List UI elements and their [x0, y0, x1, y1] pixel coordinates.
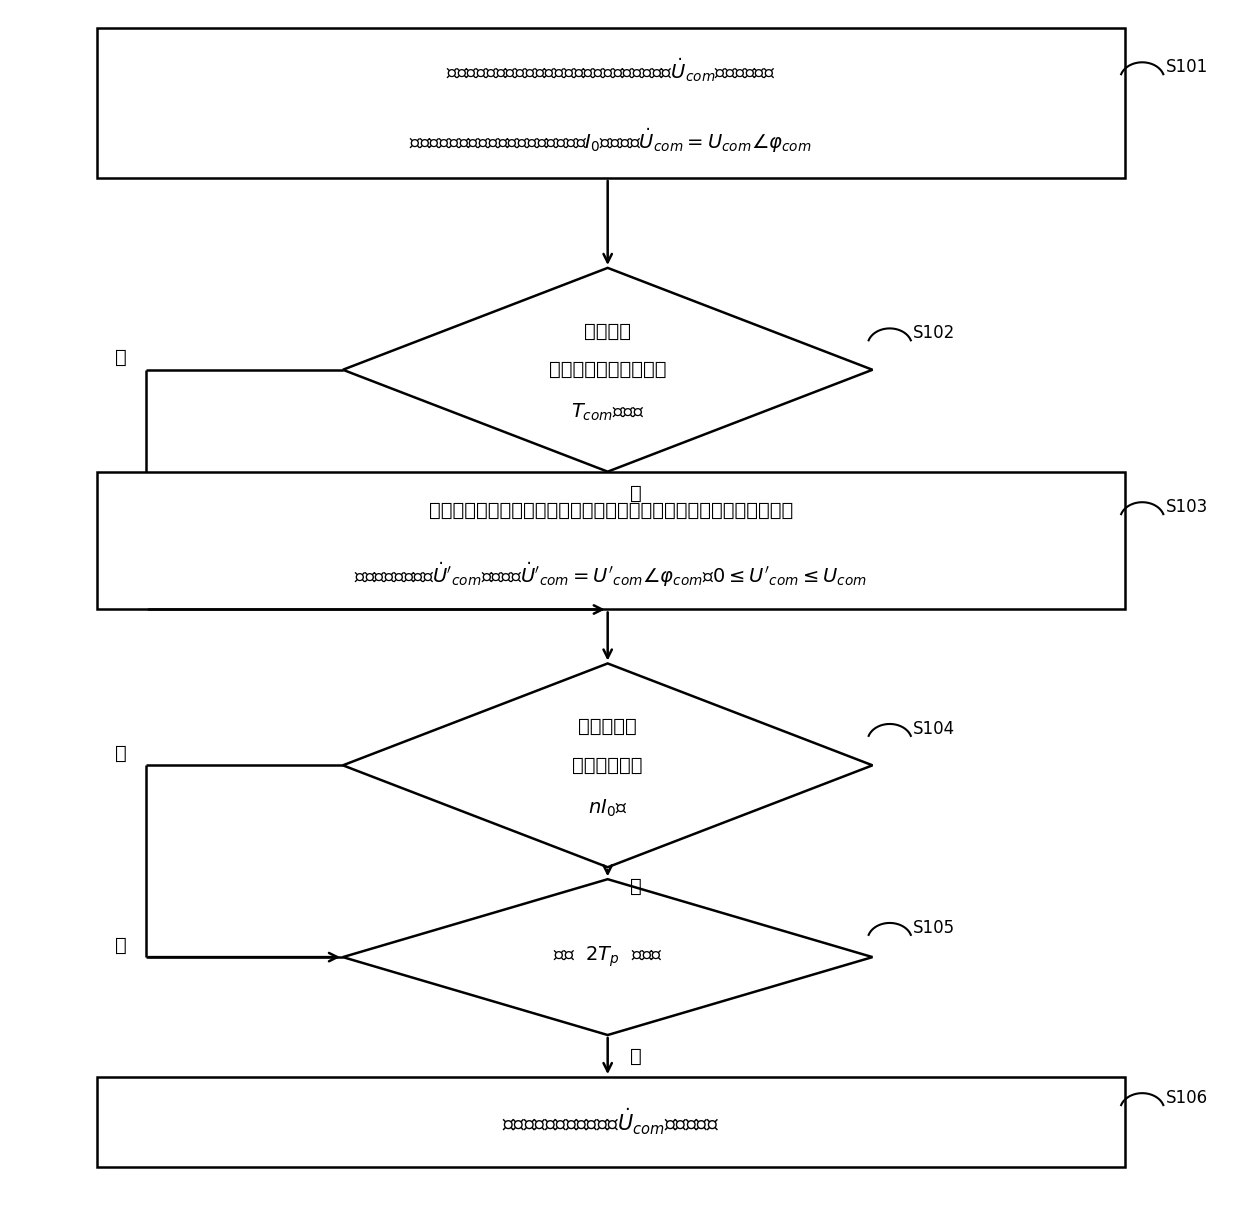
Polygon shape	[343, 664, 873, 867]
Text: 响应于电网系统单相接地事件，控制可控电压源输出$\dot{U}_{com}$进行全补偿，: 响应于电网系统单相接地事件，控制可控电压源输出$\dot{U}_{com}$进行…	[446, 57, 776, 84]
Text: 是: 是	[630, 1046, 641, 1066]
Polygon shape	[343, 268, 873, 472]
Text: $T_{com}$时间？: $T_{com}$时间？	[572, 402, 645, 424]
Polygon shape	[343, 879, 873, 1036]
Text: 可控电压源: 可控电压源	[578, 717, 637, 736]
Text: S102: S102	[913, 325, 955, 343]
FancyBboxPatch shape	[97, 472, 1125, 610]
Text: S103: S103	[1166, 498, 1208, 517]
Text: S106: S106	[1166, 1089, 1208, 1107]
Text: 否: 否	[115, 935, 126, 955]
FancyBboxPatch shape	[97, 1077, 1125, 1167]
Text: S105: S105	[913, 919, 955, 937]
Text: 控制所述可控电压源输出$\dot{U}_{com}$进行全补偿: 控制所述可控电压源输出$\dot{U}_{com}$进行全补偿	[502, 1107, 719, 1137]
Text: 单相接地事件发生经过: 单相接地事件发生经过	[549, 360, 666, 379]
FancyBboxPatch shape	[97, 28, 1125, 177]
Text: 否: 否	[115, 744, 126, 763]
Text: 输出电流超过: 输出电流超过	[573, 756, 642, 775]
Text: 经过  $2T_p$  时间？: 经过 $2T_p$ 时间？	[553, 945, 662, 969]
Text: 否: 否	[115, 349, 126, 367]
Text: 控制所述可控电压源保持输出电压相位不变，减小输出幅值，使所述可: 控制所述可控电压源保持输出电压相位不变，减小输出幅值，使所述可	[429, 501, 792, 520]
Text: 控电压源输出电压$\dot{U}'_{com}$，其中，$\dot{U}'_{com}=U'_{com}\angle\varphi_{com}$，$0\leq : 控电压源输出电压$\dot{U}'_{com}$，其中，$\dot{U}'_{c…	[355, 561, 867, 589]
Text: 以及控制所述可控电压源输出电流幅值为$I_0$，其中，$\dot{U}_{com}=U_{com}\angle\varphi_{com}$: 以及控制所述可控电压源输出电流幅值为$I_0$，其中，$\dot{U}_{com…	[409, 127, 812, 154]
Text: S104: S104	[913, 719, 955, 737]
Text: S101: S101	[1166, 58, 1208, 76]
Text: $nI_0$？: $nI_0$？	[588, 798, 627, 818]
Text: 电网系统: 电网系统	[584, 321, 631, 340]
Text: 是: 是	[630, 876, 641, 896]
Text: 是: 是	[630, 484, 641, 502]
